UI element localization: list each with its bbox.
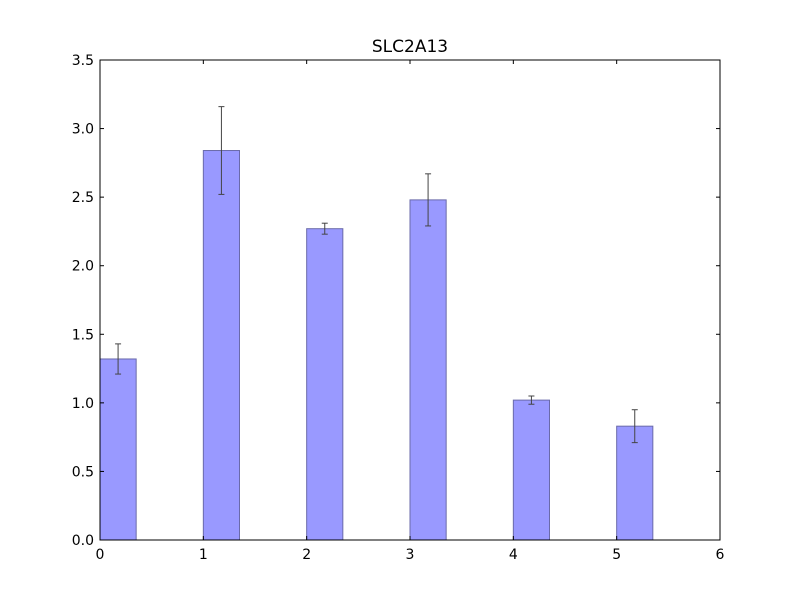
- error-bar: [321, 222, 328, 235]
- bar: [512, 399, 550, 541]
- error-bar: [115, 343, 122, 375]
- bar: [409, 199, 447, 541]
- error-bar: [631, 409, 638, 444]
- y-tick-label: 3.0: [72, 122, 94, 138]
- bar: [99, 358, 137, 541]
- x-tick-label: 6: [716, 547, 725, 563]
- x-tick-label: 4: [509, 547, 518, 563]
- x-tick-label: 2: [302, 547, 311, 563]
- y-tick-label: 2.5: [72, 190, 94, 206]
- y-tick-label: 0.5: [72, 464, 94, 480]
- error-bar: [528, 395, 535, 405]
- bar: [306, 228, 344, 541]
- error-bar: [425, 173, 432, 227]
- error-bar: [218, 106, 225, 195]
- chart-title: SLC2A13: [372, 37, 448, 57]
- bar: [202, 150, 240, 541]
- bar: [616, 425, 654, 541]
- y-tick-label: 2.0: [72, 259, 94, 275]
- y-tick-label: 3.5: [72, 53, 94, 69]
- bars-group: [99, 150, 654, 541]
- x-tick-label: 1: [199, 547, 208, 563]
- x-tick-label: 3: [406, 547, 415, 563]
- x-tick-label: 0: [96, 547, 105, 563]
- x-tick-label: 5: [612, 547, 621, 563]
- y-axis: 0.0 0.5 1.0 1.5 2.0 2.5 3.0 3.5: [72, 53, 720, 549]
- y-tick-label: 0.0: [72, 533, 94, 549]
- y-tick-label: 1.5: [72, 327, 94, 343]
- error-bars-group: [115, 106, 638, 444]
- y-tick-label: 1.0: [72, 396, 94, 412]
- x-axis: 0 1 2 3 4 5 6: [96, 60, 725, 563]
